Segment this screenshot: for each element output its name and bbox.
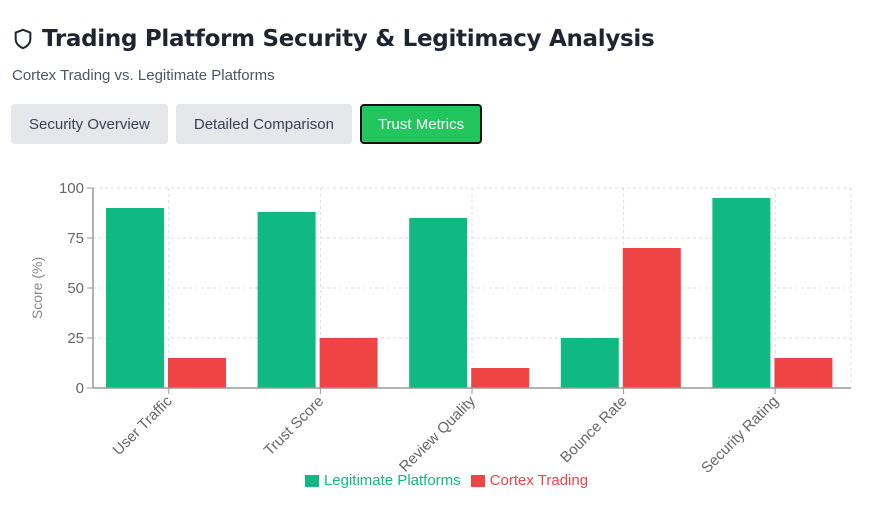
legend-item-legitimate[interactable]: Legitimate Platforms — [304, 472, 461, 489]
bar-legitimate — [560, 338, 619, 388]
y-tick-label: 25 — [67, 330, 84, 347]
bar-legitimate — [257, 212, 316, 388]
tab-security-overview[interactable]: Security Overview — [11, 104, 168, 144]
subtitle: Cortex Trading vs. Legitimate Platforms — [12, 67, 275, 84]
bar-legitimate — [409, 218, 468, 388]
legend-label: Cortex Trading — [489, 472, 589, 489]
x-tick-label: Security Rating — [698, 393, 782, 477]
x-tick-label: Bounce Rate — [557, 393, 630, 466]
bar-cortex — [622, 248, 681, 388]
x-tick-label: Trust Score — [261, 393, 327, 459]
shield-icon — [14, 28, 32, 50]
page-title: Trading Platform Security & Legitimacy A… — [12, 26, 655, 52]
bar-legitimate — [106, 208, 164, 388]
x-tick-label: Review Quality — [396, 392, 479, 475]
bar-cortex — [168, 358, 226, 388]
tab-bar: Security Overview Detailed Comparison Tr… — [11, 104, 483, 144]
x-tick-label: User Traffic — [110, 392, 176, 458]
bar-cortex — [471, 368, 530, 388]
legend-label: Legitimate Platforms — [323, 472, 461, 489]
y-tick-label: 100 — [59, 180, 84, 197]
legend-swatch — [470, 474, 485, 487]
legend-item-cortex[interactable]: Cortex Trading — [470, 472, 589, 489]
bar-cortex — [319, 338, 378, 388]
legend-swatch — [304, 474, 319, 487]
title-text: Trading Platform Security & Legitimacy A… — [42, 26, 655, 52]
y-axis-label: Score (%) — [29, 257, 45, 319]
y-tick-label: 50 — [67, 280, 84, 297]
tab-trust-metrics[interactable]: Trust Metrics — [359, 104, 483, 144]
y-tick-label: 0 — [76, 380, 84, 397]
y-tick-label: 75 — [67, 230, 84, 247]
tab-detailed-comparison[interactable]: Detailed Comparison — [175, 104, 352, 144]
bar-cortex — [774, 358, 833, 388]
bar-legitimate — [712, 198, 771, 388]
legend: Legitimate Platforms Cortex Trading — [0, 472, 873, 489]
